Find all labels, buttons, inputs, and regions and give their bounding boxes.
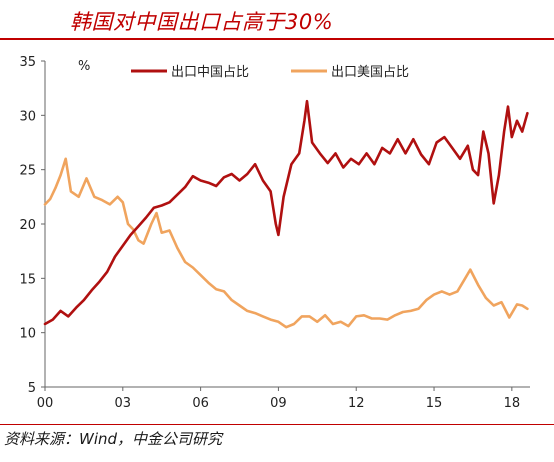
y-tick-label: 25 [19, 164, 36, 179]
y-tick-label: 10 [19, 327, 36, 342]
y-tick-label: 30 [19, 109, 36, 124]
source-note: 资料来源：Wind，中金公司研究 [4, 430, 223, 448]
footer-rule [0, 424, 554, 425]
legend-label: 出口美国占比 [331, 65, 409, 80]
x-tick-label: 18 [504, 396, 521, 411]
axes [41, 60, 530, 391]
legend: 出口中国占比 出口美国占比 [131, 65, 409, 80]
unit-label: % [78, 59, 90, 74]
chart-title: 韩国对中国出口占高于30% [70, 10, 334, 34]
x-tick-label: 09 [270, 396, 287, 411]
series-layer [43, 99, 529, 329]
series-line-china [43, 99, 529, 326]
x-tick-label: 15 [426, 396, 443, 411]
tick-labels: 5 10 15 20 25 30 35 00 03 06 09 12 15 18 [19, 55, 520, 411]
legend-label: 出口中国占比 [171, 65, 249, 80]
y-tick-label: 35 [19, 55, 36, 70]
x-tick-label: 06 [192, 396, 209, 411]
title-rule [0, 38, 554, 40]
x-tick-label: 03 [115, 396, 132, 411]
x-tick-label: 12 [348, 396, 365, 411]
y-tick-label: 5 [28, 381, 36, 396]
x-tick-label: 00 [37, 396, 54, 411]
y-tick-label: 20 [19, 218, 36, 233]
series-line-us [43, 157, 529, 329]
y-tick-label: 15 [19, 272, 36, 287]
